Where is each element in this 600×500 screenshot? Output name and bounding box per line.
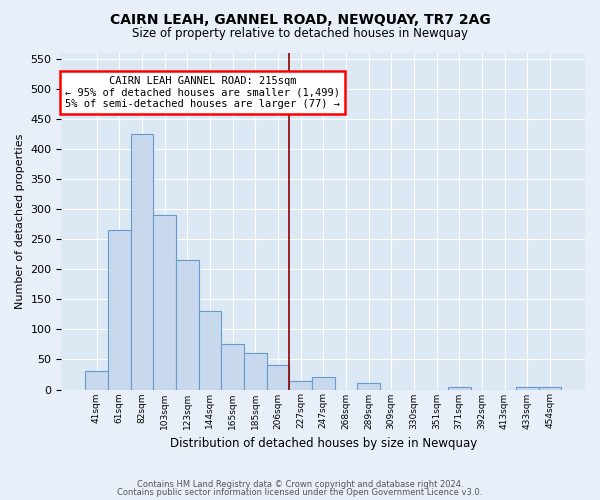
Bar bbox=[448, 386, 470, 390]
Bar bbox=[516, 386, 539, 390]
Bar bbox=[221, 344, 244, 390]
Bar bbox=[357, 383, 380, 390]
Bar bbox=[199, 312, 221, 390]
Text: Size of property relative to detached houses in Newquay: Size of property relative to detached ho… bbox=[132, 28, 468, 40]
Bar bbox=[244, 354, 266, 390]
Bar bbox=[289, 381, 312, 390]
Y-axis label: Number of detached properties: Number of detached properties bbox=[15, 134, 25, 308]
Text: Contains HM Land Registry data © Crown copyright and database right 2024.: Contains HM Land Registry data © Crown c… bbox=[137, 480, 463, 489]
Bar bbox=[312, 378, 335, 390]
Bar bbox=[539, 386, 561, 390]
Bar bbox=[131, 134, 153, 390]
X-axis label: Distribution of detached houses by size in Newquay: Distribution of detached houses by size … bbox=[170, 437, 477, 450]
Bar bbox=[153, 215, 176, 390]
Bar bbox=[108, 230, 131, 390]
Bar bbox=[85, 372, 108, 390]
Bar bbox=[176, 260, 199, 390]
Text: CAIRN LEAH, GANNEL ROAD, NEWQUAY, TR7 2AG: CAIRN LEAH, GANNEL ROAD, NEWQUAY, TR7 2A… bbox=[110, 12, 490, 26]
Text: Contains public sector information licensed under the Open Government Licence v3: Contains public sector information licen… bbox=[118, 488, 482, 497]
Bar bbox=[266, 366, 289, 390]
Text: CAIRN LEAH GANNEL ROAD: 215sqm
← 95% of detached houses are smaller (1,499)
5% o: CAIRN LEAH GANNEL ROAD: 215sqm ← 95% of … bbox=[65, 76, 340, 110]
